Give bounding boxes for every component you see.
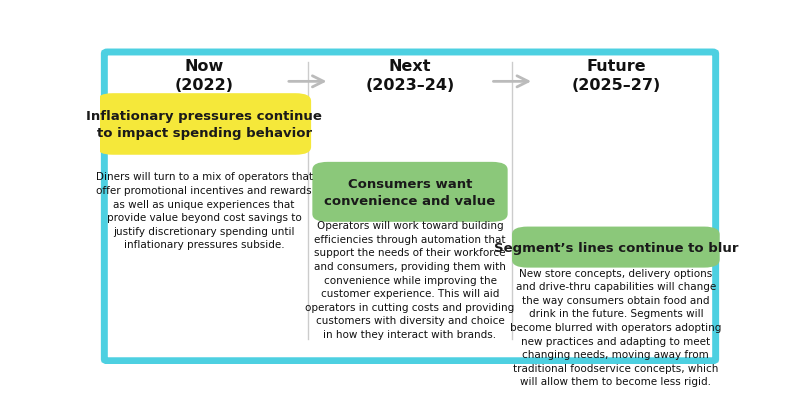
Text: Segment’s lines continue to blur: Segment’s lines continue to blur [494,241,738,254]
FancyBboxPatch shape [312,162,508,222]
FancyBboxPatch shape [98,94,311,155]
Text: (2023–24): (2023–24) [366,78,454,93]
FancyBboxPatch shape [512,227,720,268]
Text: (2022): (2022) [174,78,234,93]
Text: Now: Now [185,59,224,74]
Text: New store concepts, delivery options
and drive-thru capabilities will change
the: New store concepts, delivery options and… [510,268,722,387]
Text: (2025–27): (2025–27) [571,78,661,93]
FancyBboxPatch shape [104,53,716,361]
Text: Inflationary pressures continue
to impact spending behavior: Inflationary pressures continue to impac… [86,110,322,139]
Text: Next: Next [389,59,431,74]
Text: Operators will work toward building
efficiencies through automation that
support: Operators will work toward building effi… [306,221,514,339]
Text: Consumers want
convenience and value: Consumers want convenience and value [324,178,496,207]
Text: Diners will turn to a mix of operators that
offer promotional incentives and rew: Diners will turn to a mix of operators t… [96,172,313,250]
Text: Future: Future [586,59,646,74]
